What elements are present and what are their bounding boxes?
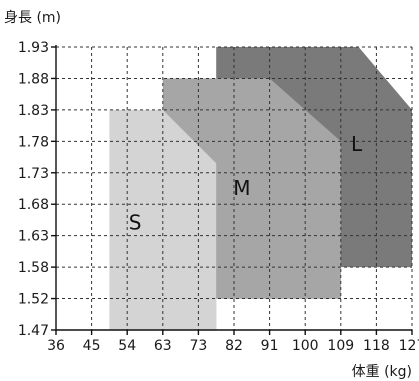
region-s	[109, 109, 217, 331]
regions-layer	[109, 47, 412, 331]
grid-layer	[56, 46, 413, 330]
y-tick-label-1.68: 1.68	[18, 197, 49, 213]
x-tick-label-91: 91	[261, 338, 279, 354]
y-tick-label-1.88: 1.88	[18, 71, 49, 87]
x-axis-label: 体重 (kg)	[352, 364, 412, 380]
x-tick-label-73: 73	[189, 338, 207, 354]
region-label-m: M	[233, 176, 250, 200]
y-tick-label-1.73: 1.73	[18, 166, 49, 182]
y-tick-label-1.63: 1.63	[18, 229, 49, 245]
x-tick-label-63: 63	[154, 338, 172, 354]
x-tick-label-127: 127	[399, 338, 419, 354]
y-axis-label: 身長 (m)	[4, 10, 61, 26]
region-label-s: S	[129, 210, 142, 234]
y-tick-label-1.83: 1.83	[18, 103, 49, 119]
y-tick-label-1.47: 1.47	[18, 323, 49, 339]
x-tick-label-54: 54	[118, 338, 136, 354]
x-tick-label-118: 118	[363, 338, 390, 354]
x-tick-label-36: 36	[47, 338, 65, 354]
y-tick-label-1.52: 1.52	[18, 292, 49, 308]
y-tick-label-1.93: 1.93	[18, 40, 49, 56]
axis-layer: 36 45 54 63 73 82 91 100 109 118 127 1.93 1.88 1.83 1.…	[18, 40, 419, 354]
y-tick-label-1.58: 1.58	[18, 260, 49, 276]
y-tick-label-1.78: 1.78	[18, 134, 49, 150]
x-tick-label-109: 109	[327, 338, 354, 354]
region-labels-layer: L M S	[129, 132, 363, 235]
x-tick-label-100: 100	[292, 338, 319, 354]
region-label-l: L	[351, 132, 363, 156]
x-tick-label-82: 82	[225, 338, 243, 354]
x-tick-label-45: 45	[83, 338, 101, 354]
